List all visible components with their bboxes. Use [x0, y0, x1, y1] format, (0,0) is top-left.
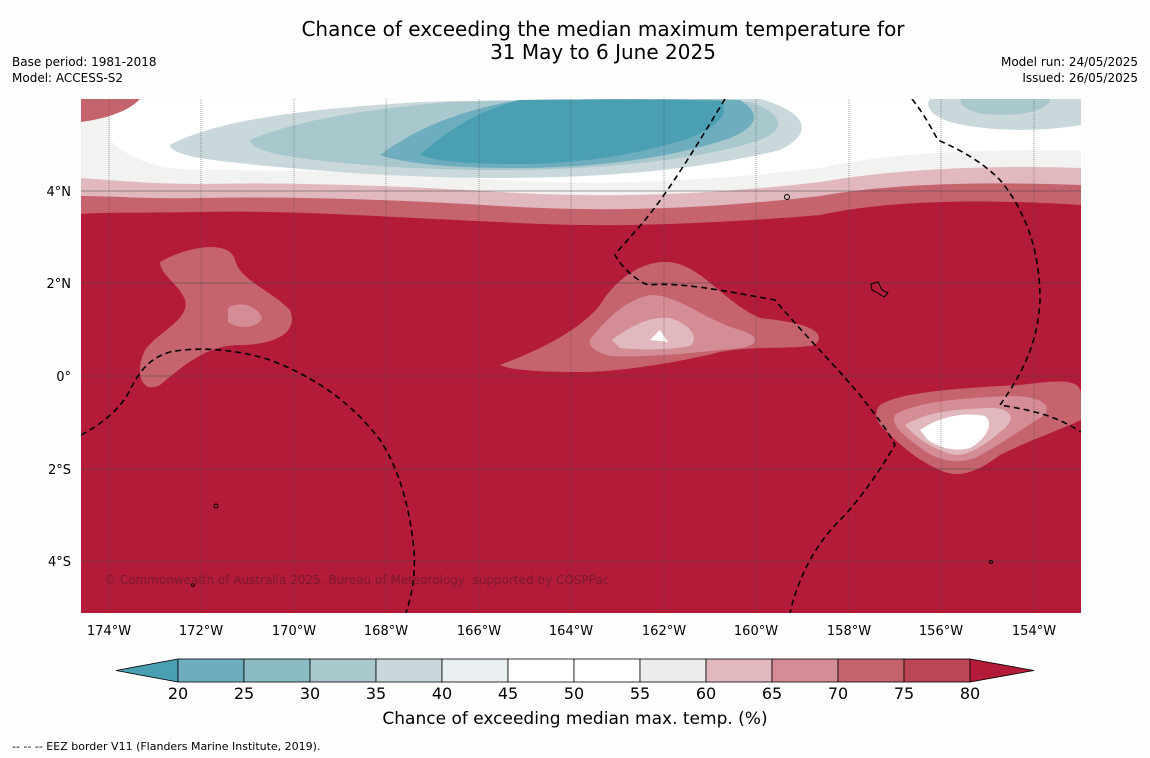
field-blue-core: [420, 99, 724, 164]
eez-border-center: [614, 99, 896, 613]
colorbar-tick-label: 70: [828, 684, 848, 703]
colorbar-extend-low: [115, 658, 179, 683]
colorbar-tick-label: 35: [366, 684, 386, 703]
lat-label-0: 0°: [56, 370, 71, 385]
colorbar-tick-label: 30: [300, 684, 320, 703]
lat-label-2s: 2°S: [48, 463, 71, 478]
lon-label-162w: 162°W: [642, 624, 686, 639]
lon-labels: 174°W 172°W 170°W 168°W 166°W 164°W 162°…: [87, 624, 1056, 639]
lon-label-174w: 174°W: [87, 624, 131, 639]
colorbar-segment: [507, 658, 575, 683]
eez-borders: [81, 99, 1081, 613]
colorbar-tick-label: 50: [564, 684, 584, 703]
colorbar-label: Chance of exceeding median max. temp. (%…: [382, 709, 768, 729]
island-palmyra: [784, 194, 790, 200]
lon-label-160w: 160°W: [734, 624, 778, 639]
lat-label-4s: 4°S: [48, 555, 71, 570]
colorbar-segment: [573, 658, 641, 683]
lon-label-164w: 164°W: [549, 624, 593, 639]
lat-labels: 4°N 2°N 0° 2°S 4°S: [47, 185, 72, 570]
map-field: [81, 99, 1081, 613]
map-title: Chance of exceeding the median maximum t…: [0, 18, 1150, 64]
colorbar-segment: [705, 658, 773, 683]
colorbar-segment: [639, 658, 707, 683]
colorbar-segment: [375, 658, 443, 683]
field-blue-topright-inner: [960, 99, 1050, 115]
colorbar-tick-label: 80: [960, 684, 980, 703]
field-left-blob-inner: [228, 304, 262, 327]
island-sw-2: [191, 583, 195, 587]
islands: [191, 194, 993, 587]
field-center-blob-white: [650, 330, 668, 342]
colorbar-segment: [177, 658, 245, 683]
field-center-blob-light: [612, 317, 694, 350]
map-copyright: © Commonwealth of Australia 2025, Bureau…: [104, 573, 609, 587]
lon-label-158w: 158°W: [827, 624, 871, 639]
lon-label-172w: 172°W: [179, 624, 223, 639]
colorbar-extend-high: [969, 658, 1035, 683]
model-name: Model: ACCESS-S2: [12, 71, 124, 85]
lat-label-4n: 4°N: [47, 185, 72, 200]
colorbar-tick-label: 75: [894, 684, 914, 703]
lon-label-168w: 168°W: [364, 624, 408, 639]
eez-footnote: -- -- -- EEZ border V11 (Flanders Marine…: [12, 740, 321, 753]
field-top-left-red: [81, 99, 140, 122]
gridlines: [81, 99, 1081, 613]
island-se: [989, 560, 993, 564]
title-line-2: 31 May to 6 June 2025: [490, 40, 716, 64]
colorbar-tick-label: 20: [168, 684, 188, 703]
colorbar-tick-label: 60: [696, 684, 716, 703]
title-line-1: Chance of exceeding the median maximum t…: [301, 17, 905, 41]
forecast-map: © Commonwealth of Australia 2025, Bureau…: [47, 99, 1081, 703]
colorbar-segment: [837, 658, 905, 683]
base-period: Base period: 1981-2018: [12, 55, 157, 69]
colorbar-segment: [903, 658, 971, 683]
issued-date: Issued: 26/05/2025: [1022, 71, 1138, 85]
model-run: Model run: 24/05/2025: [1000, 55, 1138, 69]
colorbar-tick-label: 45: [498, 684, 518, 703]
meta-right: Model run: 24/05/2025 Issued: 26/05/2025: [1001, 54, 1138, 86]
field-right-blob-white: [920, 414, 990, 450]
colorbar-segment: [771, 658, 839, 683]
colorbar-segment: [441, 658, 509, 683]
colorbar-segment: [309, 658, 377, 683]
colorbar-segment: [243, 658, 311, 683]
colorbar-tick-label: 25: [234, 684, 254, 703]
island-sw-1: [213, 503, 219, 509]
field-left-blob: [140, 247, 292, 388]
lon-label-154w: 154°W: [1012, 624, 1056, 639]
lon-label-156w: 156°W: [919, 624, 963, 639]
lon-label-166w: 166°W: [457, 624, 501, 639]
lat-label-2n: 2°N: [47, 277, 72, 292]
colorbar: 20 25 30 35 40 45 50 55 60 65 70 75 80: [115, 658, 1035, 703]
colorbar-tick-label: 55: [630, 684, 650, 703]
lon-label-170w: 170°W: [272, 624, 316, 639]
colorbar-tick-label: 65: [762, 684, 782, 703]
colorbar-tick-label: 40: [432, 684, 452, 703]
meta-left: Base period: 1981-2018 Model: ACCESS-S2: [12, 54, 157, 86]
island-kiritimati: [870, 281, 889, 298]
eez-border-right: [911, 99, 1081, 433]
